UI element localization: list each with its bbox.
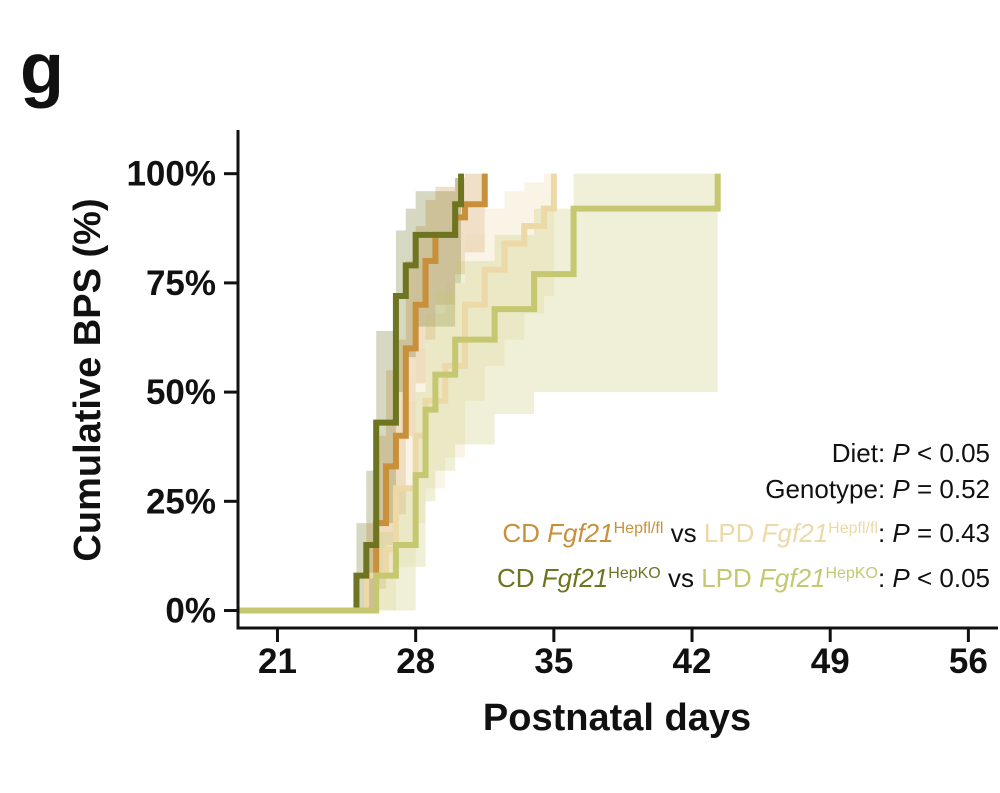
ci-band-2	[504, 191, 525, 340]
ci-band-3	[395, 230, 406, 393]
ci-band-1	[395, 339, 406, 515]
annotation-part: Hepfl/fl	[828, 520, 878, 537]
axes	[236, 130, 998, 630]
annotation-part: HepKO	[826, 565, 878, 582]
ci-band-4	[395, 488, 416, 611]
panel-letter: g	[20, 29, 64, 109]
series-lines	[238, 173, 721, 614]
annotation-part: LPD	[701, 563, 759, 593]
annotation-part: CD	[497, 563, 542, 593]
x-tick-label: 49	[811, 642, 850, 681]
ci-band-2	[524, 182, 544, 314]
annotation-part: Diet:	[832, 438, 893, 468]
ci-band-2	[386, 479, 396, 611]
annotation-part: Fgf21	[547, 518, 614, 548]
annotation-part: Hepfl/fl	[614, 520, 664, 537]
annotation-part: :	[878, 563, 892, 593]
annotation-part: HepKO	[608, 565, 660, 582]
annotation-part: vs	[663, 518, 703, 548]
y-axis-title: Cumulative BPS (%)	[67, 198, 109, 561]
ci-band-1	[366, 523, 377, 611]
annotation-part: Fgf21	[542, 563, 609, 593]
annotation-part: < 0.05	[910, 438, 990, 468]
ci-band-1	[376, 435, 387, 589]
annotation-part: < 0.05	[910, 563, 990, 593]
x-tick-label: 28	[396, 642, 435, 681]
series-line-3	[238, 173, 465, 614]
ci-band-3	[366, 470, 377, 611]
x-tick-label: 56	[949, 642, 988, 681]
ci-band-3	[435, 191, 456, 327]
ci-band-4	[711, 173, 718, 393]
annotation-line-4: CD Fgf21HepKO vs LPD Fgf21HepKO: P < 0.0…	[497, 563, 990, 593]
annotation-part: LPD	[704, 518, 762, 548]
ci-band-4	[553, 208, 574, 393]
annotation-part: Fgf21	[762, 518, 829, 548]
annotations: Diet: P < 0.05 Genotype: P = 0.52 CD Fgf21…	[497, 438, 990, 593]
y-tick-label: 75%	[146, 264, 216, 303]
ci-band-2	[395, 400, 416, 567]
ci-band-2	[465, 234, 485, 401]
series-line-2	[238, 173, 557, 614]
ci-band-4	[415, 392, 426, 567]
annotation-part: P	[892, 438, 910, 468]
ci-band-3	[405, 208, 416, 358]
ci-band-4	[514, 234, 535, 414]
annotation-part: P	[892, 518, 910, 548]
ci-band-1	[465, 173, 475, 253]
x-tick-label: 21	[258, 642, 297, 681]
x-tick-label: 35	[534, 642, 573, 681]
annotation-part: P	[892, 474, 910, 504]
y-tick-label: 100%	[126, 155, 216, 194]
ci-band-1	[435, 186, 456, 305]
annotation-part: :	[878, 518, 892, 548]
ci-band-1	[425, 199, 436, 340]
annotation-part: vs	[661, 563, 701, 593]
annotation-part: P	[892, 563, 910, 593]
ci-band-4	[534, 208, 554, 393]
ci-band-3	[356, 523, 367, 611]
y-tick-label: 25%	[146, 482, 216, 521]
x-tick-label: 42	[673, 642, 712, 681]
ci-band-1	[474, 173, 485, 253]
annotation-part: Genotype:	[765, 474, 892, 504]
y-tick-label: 0%	[165, 592, 216, 631]
ci-band-2	[484, 208, 505, 366]
ci-band-4	[494, 234, 515, 414]
annotation-line-1: Diet: P < 0.05	[832, 438, 990, 468]
x-axis-title: Postnatal days	[483, 697, 751, 739]
ci-band-3	[376, 330, 396, 524]
annotation-part: Fgf21	[759, 563, 826, 593]
ci-band-1	[386, 370, 396, 545]
annotation-line-2: Genotype: P = 0.52	[765, 474, 990, 504]
annotation-line-3: CD Fgf21Hepfl/fl vs LPD Fgf21Hepfl/fl: P…	[502, 518, 990, 548]
ci-band-1	[455, 178, 466, 275]
annotation-part: CD	[502, 518, 547, 548]
ticks: 21 28 35 42 49 56 0% 25% 50% 75% 100%	[126, 155, 987, 681]
series-line-4	[238, 173, 721, 614]
annotation-part: = 0.43	[910, 518, 990, 548]
annotation-part: = 0.52	[910, 474, 990, 504]
y-tick-label: 50%	[146, 373, 216, 412]
ci-band-2	[543, 173, 554, 296]
